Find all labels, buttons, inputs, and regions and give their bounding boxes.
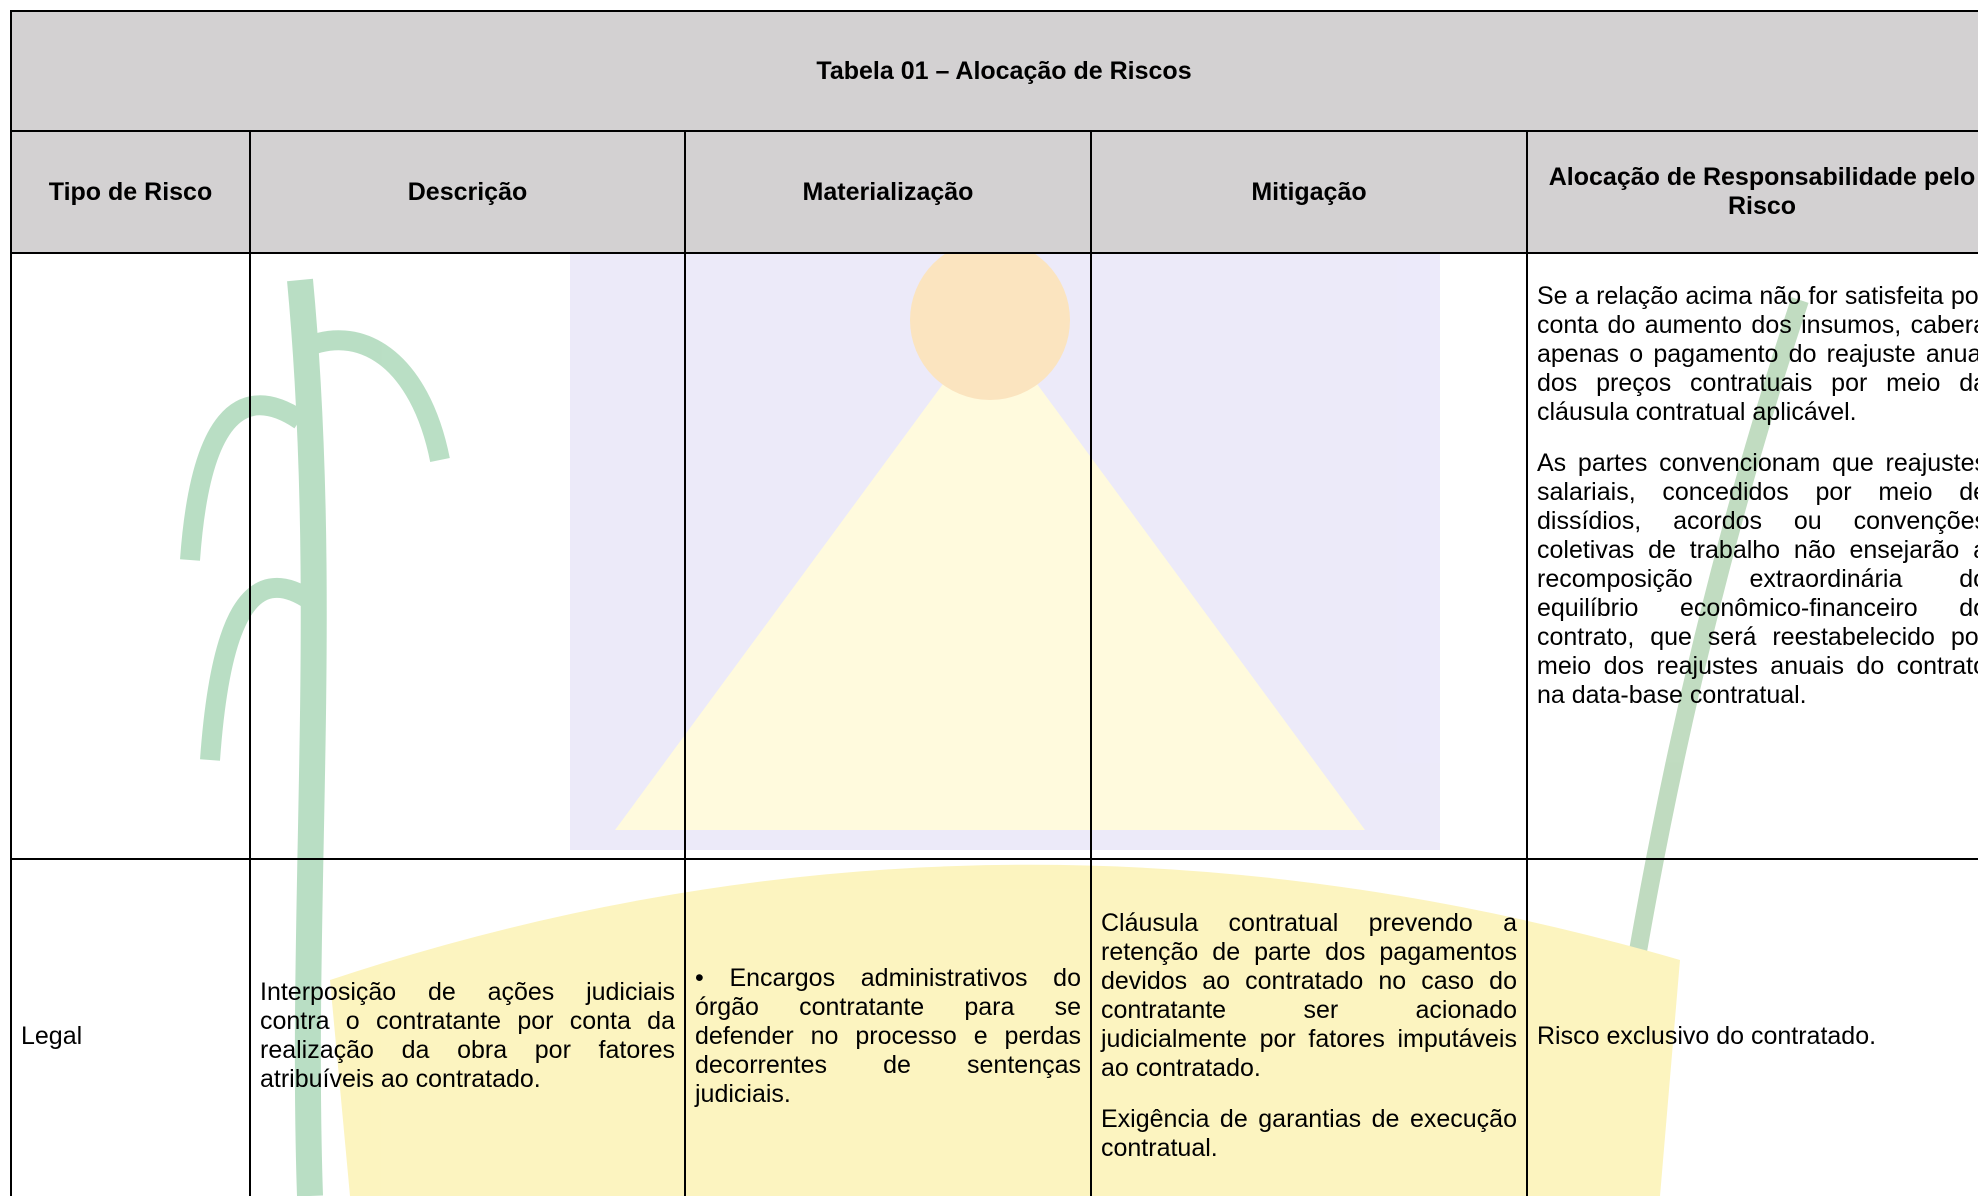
cell: Se a relação acima não for satisfeita po… bbox=[1525, 252, 1978, 860]
cell: Risco exclusivo do contratado. bbox=[1525, 858, 1978, 1196]
table-title: Tabela 01 – Alocação de Riscos bbox=[9, 10, 1978, 132]
cell bbox=[684, 252, 1092, 860]
header: Tipo de Risco bbox=[10, 130, 251, 254]
paragraph: Exigência de garantias de execução contr… bbox=[1101, 1105, 1517, 1162]
paragraph: Se a relação acima não for satisfeita po… bbox=[1537, 282, 1978, 426]
cell: Cláusula contratual prevendo a retenção … bbox=[1090, 858, 1528, 1196]
paragraph: Cláusula contratual prevendo a retenção … bbox=[1101, 909, 1517, 1082]
header: Alocação de Responsabilidade pelo Risco bbox=[1525, 130, 1978, 254]
risk-table: Tabela 01 – Alocação de Riscos Tipo de R… bbox=[9, 10, 1978, 1196]
paragraph: As partes convencionam que reajustes sal… bbox=[1537, 449, 1978, 709]
cell: Legal bbox=[10, 858, 251, 1196]
cell bbox=[249, 252, 686, 860]
cell: Interposição de ações judiciais contra o… bbox=[249, 858, 686, 1196]
header: Mitigação bbox=[1090, 130, 1528, 254]
header: Descrição bbox=[249, 130, 686, 254]
header: Materialização bbox=[684, 130, 1092, 254]
cell bbox=[1090, 252, 1528, 860]
cell bbox=[10, 252, 251, 860]
list-item: Encargos administrativos do órgão contra… bbox=[695, 964, 1081, 1109]
cell: Encargos administrativos do órgão contra… bbox=[684, 858, 1092, 1196]
